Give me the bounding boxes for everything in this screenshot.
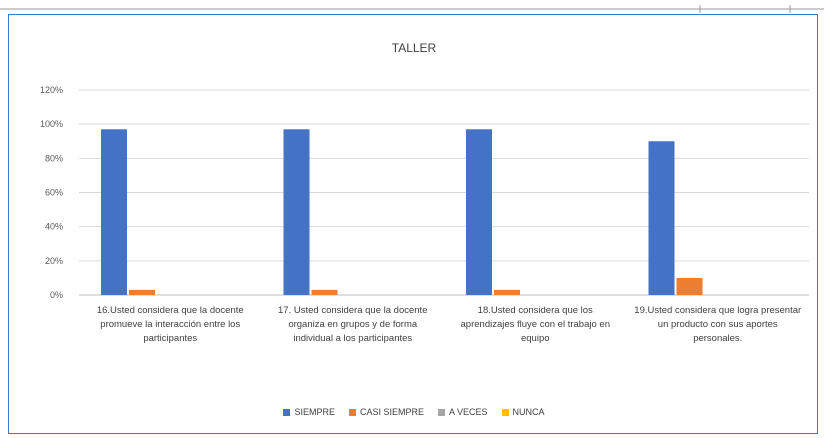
y-tick-label: 120% xyxy=(40,85,63,95)
bar-casi-siempre xyxy=(311,289,338,295)
y-tick-label: 60% xyxy=(45,188,63,198)
legend-label: NUNCA xyxy=(512,407,545,417)
chart-frame: TALLER 0% 20% 40% 60% 80% 100% 120% 16.Usted c… xyxy=(8,14,818,434)
legend-item: SIEMPRE xyxy=(283,407,335,417)
window-top-edge xyxy=(0,0,824,13)
legend-label: A VECES xyxy=(448,407,488,417)
legend-swatch xyxy=(283,408,291,416)
legend-label: SIEMPRE xyxy=(294,407,335,417)
legend-swatch xyxy=(437,408,445,416)
chart-title: TALLER xyxy=(391,41,437,55)
y-tick-label: 100% xyxy=(40,119,63,129)
legend: SIEMPRE CASI SIEMPRE A VECES NUNCA xyxy=(9,407,819,417)
legend-item: CASI SIEMPRE xyxy=(348,407,424,417)
y-tick-label: 0% xyxy=(50,290,63,300)
bar-siempre xyxy=(283,129,310,295)
legend-swatch xyxy=(348,408,356,416)
y-tick-label: 40% xyxy=(45,222,63,232)
legend-label: CASI SIEMPRE xyxy=(359,407,424,417)
bar-casi-siempre xyxy=(494,289,520,295)
y-tick-label: 80% xyxy=(45,153,63,163)
bar-siempre xyxy=(101,129,127,295)
legend-swatch xyxy=(501,408,509,416)
x-category-label: 17. Usted considera que la docente organ… xyxy=(278,305,428,344)
y-tick-label: 20% xyxy=(45,256,63,266)
legend-item: A VECES xyxy=(437,407,488,417)
bar-siempre xyxy=(648,141,675,295)
bar-siempre xyxy=(466,129,492,295)
bar-casi-siempre xyxy=(676,277,703,295)
x-category-label: 16.Usted considera que la docente promue… xyxy=(96,305,244,344)
x-category-label: 19.Usted considera que logra presentar u… xyxy=(634,305,802,344)
x-category-label: 18.Usted considera que los aprendizajes … xyxy=(460,305,610,344)
legend-item: NUNCA xyxy=(501,407,545,417)
bar-casi-siempre xyxy=(129,289,155,295)
plot-area: 0% 20% 40% 60% 80% 100% 120% xyxy=(40,85,809,300)
